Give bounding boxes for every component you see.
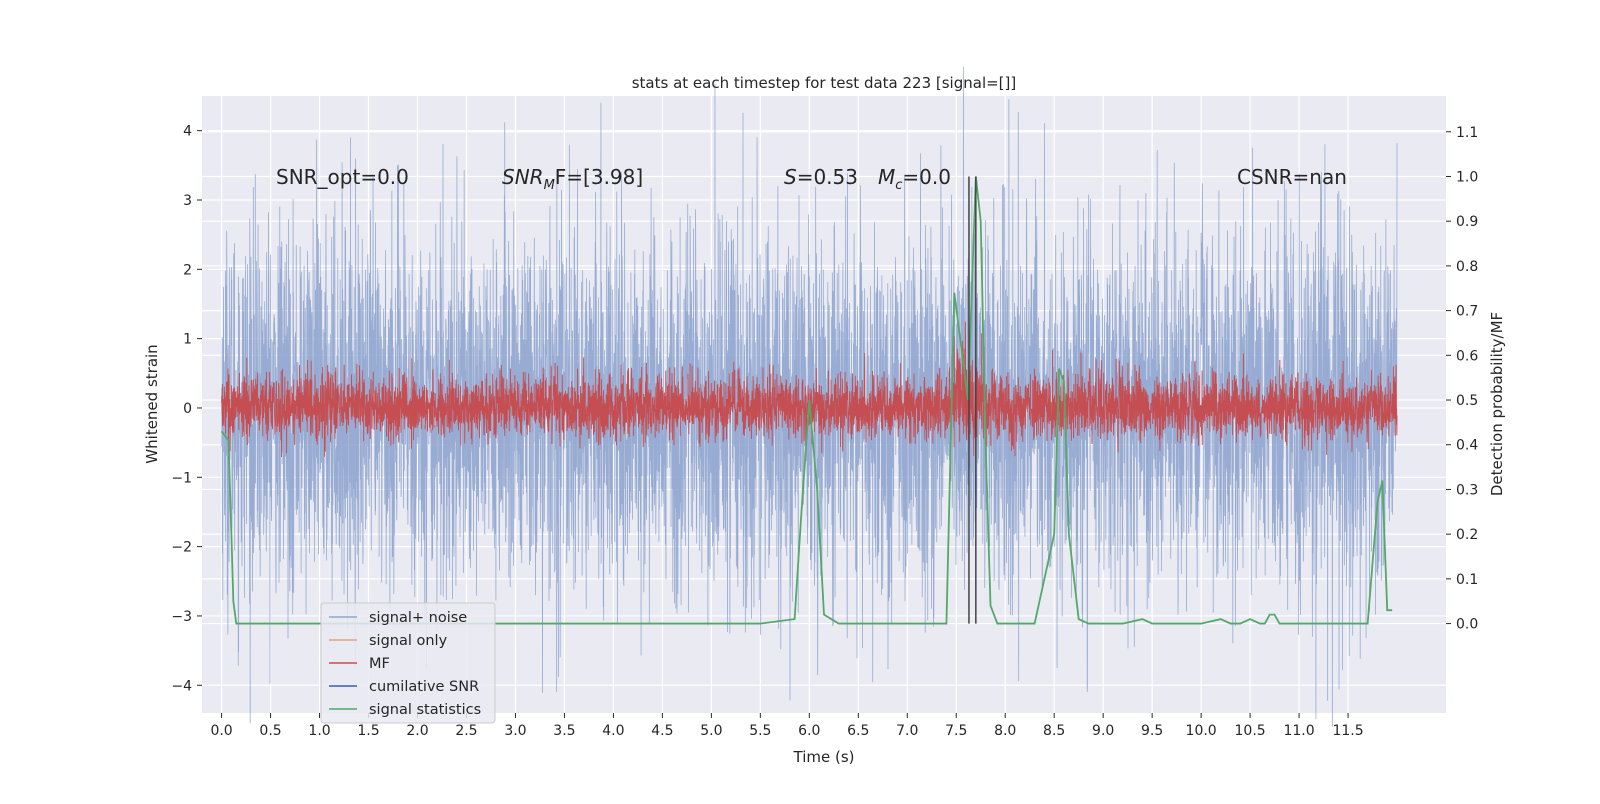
annotation-s: S=0.53 xyxy=(784,165,858,189)
y-axis-label: Whitened strain xyxy=(143,344,161,463)
x-tick-label: 11.0 xyxy=(1283,723,1314,739)
x-tick-label: 2.0 xyxy=(406,723,428,739)
annotation-mc-value: =0.0 xyxy=(902,165,951,189)
y-tick-label: 1 xyxy=(183,332,192,348)
y-tick-label: 2 xyxy=(183,262,192,278)
legend-label-cumulative-snr: cumilative SNR xyxy=(369,679,479,695)
chart-title: stats at each timestep for test data 223… xyxy=(632,74,1017,92)
y-tick-label: 4 xyxy=(183,124,192,140)
annotation-mc-name: M xyxy=(878,165,895,189)
y-tick-label: −2 xyxy=(171,540,192,556)
x-tick-label: 8.0 xyxy=(994,723,1016,739)
y-axis-ticks: −4 −3 −2 −1 0 1 2 3 4 xyxy=(171,124,202,694)
x-tick-label: 5.0 xyxy=(700,723,722,739)
y-right-tick-label: 0.3 xyxy=(1456,482,1478,498)
x-tick-label: 9.0 xyxy=(1092,723,1114,739)
x-tick-label: 11.5 xyxy=(1332,723,1363,739)
y-tick-label: 0 xyxy=(183,401,192,417)
x-axis-label: Time (s) xyxy=(793,748,855,766)
legend-label-signal-statistics: signal statistics xyxy=(369,702,481,718)
x-tick-label: 6.0 xyxy=(798,723,820,739)
legend: signal+ noise signal only MF cumilative … xyxy=(320,602,496,724)
y-right-tick-label: 0.8 xyxy=(1456,259,1478,275)
annotation-csnr: CSNR=nan xyxy=(1237,165,1347,189)
series-line-signal-statistics xyxy=(220,176,1393,625)
y-right-tick-label: 1.0 xyxy=(1456,169,1478,185)
y-right-tick-label: 1.1 xyxy=(1456,125,1478,141)
annotation-snr-mf-sub: M xyxy=(544,178,555,193)
y-tick-label: −1 xyxy=(171,470,192,486)
y-right-axis-ticks: 0.0 0.1 0.2 0.3 0.4 0.5 0.6 0.7 0.8 0.9 1.0 1.1 xyxy=(1446,125,1478,633)
x-axis-ticks: 0.0 0.5 1.0 1.5 2.0 2.5 3.0 3.5 4.0 4.5 5.0 5.5 6.0 6… xyxy=(210,713,1364,739)
x-tick-label: 7.0 xyxy=(896,723,918,739)
y-right-tick-label: 0.4 xyxy=(1456,438,1478,454)
x-tick-label: 1.5 xyxy=(357,723,379,739)
x-tick-label: 1.0 xyxy=(308,723,330,739)
annotation-mc-sub: c xyxy=(895,178,902,193)
y-right-tick-label: 0.1 xyxy=(1456,572,1478,588)
annotation-snr-opt: SNR_opt=0.0 xyxy=(276,165,409,189)
annotation-s-value: =0.53 xyxy=(797,165,858,189)
y-right-tick-label: 0.9 xyxy=(1456,214,1478,230)
y-right-tick-label: 0.0 xyxy=(1456,617,1478,633)
legend-label-signal-noise: signal+ noise xyxy=(369,610,467,626)
y-right-tick-label: 0.5 xyxy=(1456,393,1478,409)
annotation-s-name: S xyxy=(784,165,797,189)
y-tick-label: −3 xyxy=(171,609,192,625)
x-tick-label: 4.5 xyxy=(651,723,673,739)
annotation-snr-mf-name: SNR xyxy=(502,165,544,189)
x-tick-label: 0.5 xyxy=(259,723,281,739)
annotation-snr-mf: SNRMF=[3.98] xyxy=(502,165,643,193)
x-tick-label: 5.5 xyxy=(749,723,771,739)
legend-label-mf: MF xyxy=(369,656,390,672)
legend-label-signal-only: signal only xyxy=(369,633,448,649)
legend-box xyxy=(320,602,496,724)
annotation-mc: Mc=0.0 xyxy=(878,165,951,193)
x-tick-label: 8.5 xyxy=(1043,723,1065,739)
x-tick-label: 6.5 xyxy=(847,723,869,739)
x-tick-label: 10.0 xyxy=(1186,723,1217,739)
legend-item-signal-only: signal only xyxy=(329,633,448,649)
y-right-tick-label: 0.7 xyxy=(1456,304,1478,320)
x-tick-label: 3.0 xyxy=(504,723,526,739)
legend-item-signal-noise: signal+ noise xyxy=(329,610,467,626)
y-right-axis-label: Detection probability/MF xyxy=(1488,312,1506,496)
legend-item-mf: MF xyxy=(329,656,390,672)
series-layer xyxy=(220,66,1398,727)
series-line-signal-noise xyxy=(221,66,1398,727)
vertical-markers xyxy=(968,176,977,624)
x-tick-label: 4.0 xyxy=(602,723,624,739)
x-tick-label: 9.5 xyxy=(1141,723,1163,739)
x-tick-label: 10.5 xyxy=(1235,723,1266,739)
x-tick-label: 7.5 xyxy=(945,723,967,739)
y-tick-label: 3 xyxy=(183,193,192,209)
x-tick-label: 3.5 xyxy=(553,723,575,739)
x-tick-label: 2.5 xyxy=(455,723,477,739)
y-tick-label: −4 xyxy=(171,678,192,694)
legend-item-cumulative-snr: cumilative SNR xyxy=(329,679,479,695)
annotation-snr-mf-rest: F=[3.98] xyxy=(555,165,643,189)
y-right-tick-label: 0.2 xyxy=(1456,527,1478,543)
y-right-tick-label: 0.6 xyxy=(1456,348,1478,364)
x-tick-label: 0.0 xyxy=(210,723,232,739)
legend-item-signal-statistics: signal statistics xyxy=(329,702,481,718)
